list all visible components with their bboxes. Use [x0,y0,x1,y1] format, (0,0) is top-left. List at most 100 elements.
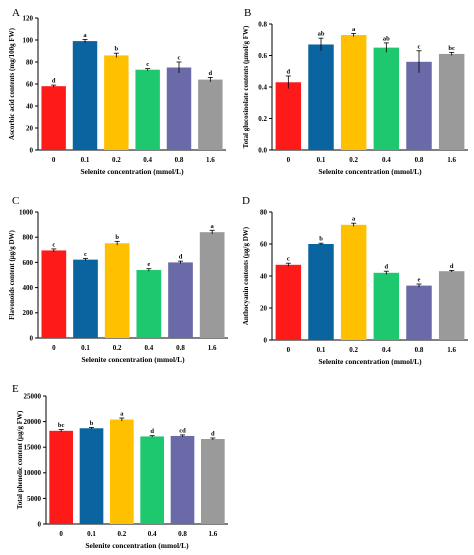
bar [41,250,67,338]
x-tick-label: 0.4 [144,344,153,352]
significance-letter: e [147,261,150,268]
bar [168,262,193,338]
x-tick-label: 0.8 [175,156,184,164]
x-tick-label: 0.8 [415,156,424,164]
x-tick-label: 0 [59,530,63,538]
x-tick-label: 0.8 [178,530,187,538]
y-axis-title: Ascorbic acid contents (mg/100g FW) [8,27,16,140]
y-tick-label: 600 [23,259,34,267]
chart-svg: D 0 20 40 60 80 c 0 b 0.1 a 0.2 d 0.4 e 0.8 d 1.6 Selenite… [242,195,468,366]
significance-letter: e [418,277,421,284]
y-tick-label: 0.0 [258,146,267,154]
bar [73,259,98,338]
chart-svg: A 0 20 40 60 80 100 120 d 0 a 0.1 b 0.2 c 0.4 c 0.8 d 1.6 Se… [8,7,226,176]
significance-letter: c [52,241,55,248]
y-tick-label: 25000 [24,392,42,400]
bar [104,55,129,150]
bar [308,244,334,340]
x-tick-label: 0.8 [415,346,424,354]
y-tick-label: 120 [23,14,34,22]
x-tick-label: 0.2 [349,156,358,164]
y-tick-label: 40 [26,102,34,110]
bar [41,86,66,150]
y-tick-label: 80 [260,208,268,216]
y-tick-label: 10000 [24,469,42,477]
bar [140,436,164,524]
significance-letter: d [150,428,154,435]
chart-svg: E 0 5000 10000 15000 20000 25000 bc 0 b 0.1 a 0.2 d 0.… [12,383,228,550]
y-tick-label: 20 [26,124,34,132]
panel-letter: A [12,7,20,19]
bar [308,44,334,150]
significance-letter: c [178,55,181,62]
y-tick-label: 40 [260,272,268,280]
x-tick-label: 0.2 [113,344,122,352]
significance-letter: bc [58,422,65,429]
panel-b: B 0.0 0.2 0.4 0.6 0.8 d 0 ab 0.1 a 0.2 ab 0.4 c 0.8 bc 1.… [238,2,472,182]
significance-letter: c [146,61,149,68]
significance-letter: c [418,43,421,50]
x-tick-label: 0.1 [87,530,96,538]
bar [340,35,367,150]
bar [198,79,223,150]
bar [275,264,302,340]
bar [170,435,195,524]
bar [104,243,130,338]
chart-svg: B 0.0 0.2 0.4 0.6 0.8 d 0 ab 0.1 a 0.2 ab 0.4 c 0.8 bc 1.… [242,7,468,176]
significance-letter: d [209,70,213,77]
x-tick-label: 0.4 [148,530,157,538]
bar [166,67,192,150]
x-tick-label: 0.2 [349,346,358,354]
y-tick-label: 0.6 [258,52,267,60]
panel-letter: E [12,383,19,395]
significance-letter: a [352,26,356,33]
bar [406,61,432,150]
x-tick-label: 0.4 [382,346,391,354]
panel-letter: B [244,7,251,19]
y-tick-label: 800 [23,234,34,242]
bar [406,285,432,340]
y-tick-label: 20000 [24,418,42,426]
x-tick-label: 0.2 [112,156,121,164]
x-tick-label: 0 [287,346,291,354]
bar [373,47,400,150]
bar [79,428,104,524]
bar [49,430,73,524]
bar [275,82,302,150]
significance-letter: cd [179,427,186,434]
panel-letter: D [242,195,250,207]
y-tick-label: 0 [264,336,268,344]
x-tick-label: 0.1 [81,156,90,164]
y-axis-title: Total glucosinolate contents (μmol/g FW) [242,25,250,148]
y-tick-label: 0 [38,520,42,528]
x-axis-title: Selenite concentration (mmol/L) [318,167,422,176]
significance-letter: b [115,234,119,241]
significance-letter: d [52,78,56,85]
y-tick-label: 0.4 [258,83,267,91]
significance-letter: ab [383,35,390,42]
significance-letter: c [84,251,87,258]
x-tick-label: 0 [52,156,56,164]
y-tick-label: 60 [26,80,34,88]
significance-letter: a [211,223,215,230]
x-tick-label: 0 [287,156,291,164]
significance-letter: bc [448,45,455,52]
x-axis-title: Selenite concentration (mmol/L) [318,357,422,366]
significance-letter: d [385,264,389,271]
panel-d: D 0 20 40 60 80 c 0 b 0.1 a 0.2 d 0.4 e 0.8 d 1.6 Selenite… [238,188,472,368]
y-tick-label: 0.2 [258,115,267,123]
bar [201,439,225,524]
x-tick-label: 0.8 [176,344,185,352]
y-tick-label: 20 [260,304,268,312]
y-tick-label: 200 [23,309,34,317]
significance-letter: d [211,430,215,437]
x-tick-label: 1.6 [206,156,215,164]
x-axis-title: Selenite concentration (mmol/L) [85,541,189,550]
significance-letter: c [287,256,290,263]
panel-c: C 0 200 400 600 800 1000 c 0 c 0.1 b 0.2 e 0.4 d 0.8 a 1.6… [4,188,234,368]
y-tick-label: 1000 [19,208,34,216]
bar [136,269,162,338]
significance-letter: b [115,46,119,53]
y-tick-label: 100 [23,36,34,44]
